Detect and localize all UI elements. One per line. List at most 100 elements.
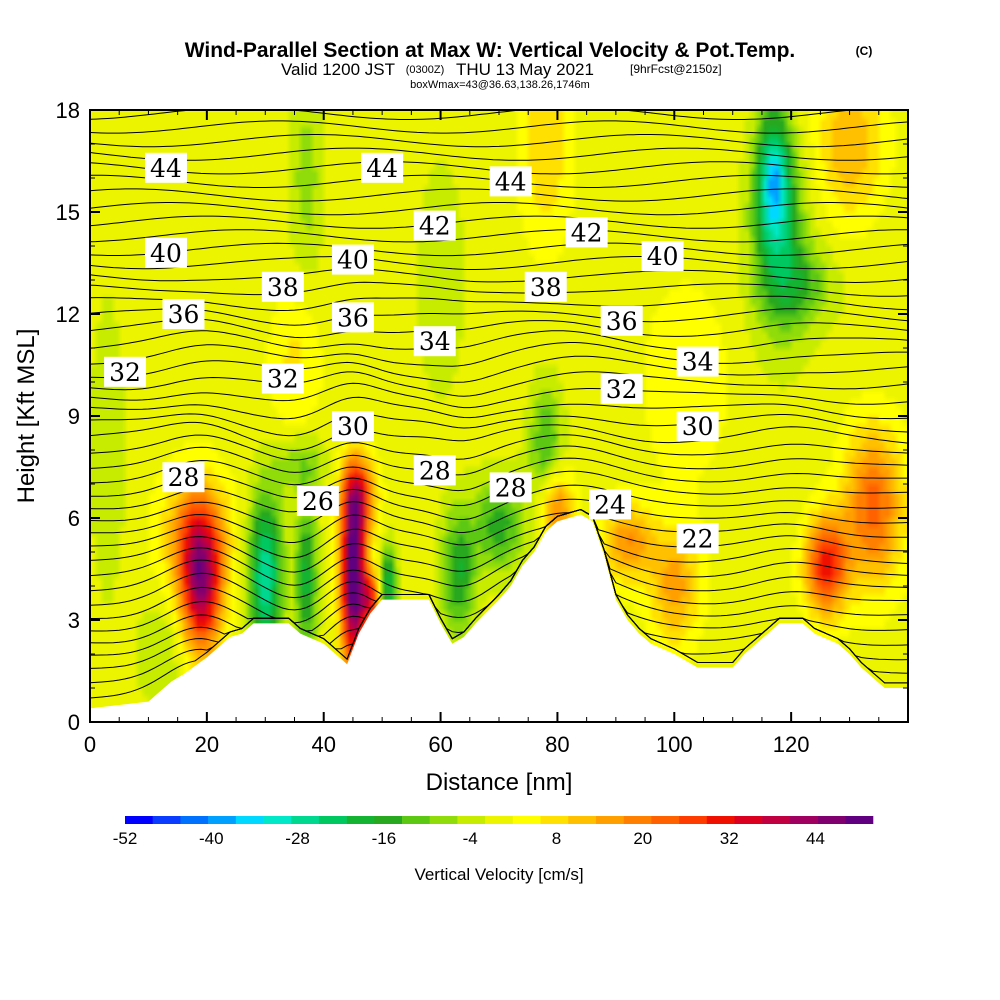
colorbar-tick-label: 20 [633,829,652,848]
colorbar-swatch [235,816,264,824]
isentrope-line [90,202,908,216]
colorbar-swatch [845,816,874,824]
contour-label: 32 [104,356,147,387]
contour-label-text: 42 [419,212,451,241]
x-axis-label: Distance [nm] [426,769,573,796]
contour-label-text: 36 [168,300,200,329]
colorbar-label: Vertical Velocity [cm/s] [414,865,583,884]
isentrope-line [90,134,908,148]
isentrope-line [90,445,908,476]
contour-label-text: 34 [419,327,451,356]
colorbar-swatch [512,816,541,824]
y-tick-label: 0 [68,710,80,735]
y-axis-label: Height [Kft MSL] [13,329,40,504]
contour-label: 28 [162,462,205,493]
isentrope-line [90,318,908,339]
contour-label-text: 26 [302,487,334,516]
isentrope-line [90,242,908,257]
colorbar-swatch [485,816,514,824]
y-tick-label: 3 [68,608,80,633]
contour-label-text: 32 [109,358,141,387]
x-tick-label: 40 [311,732,335,757]
contour-label: 40 [144,237,187,268]
y-tick-label: 18 [56,98,80,123]
colorbar-swatch [457,816,486,824]
contour-label-text: 44 [366,154,398,183]
isentrope-line [90,508,908,587]
contour-label: 42 [565,217,608,248]
isentrope-line [90,508,908,559]
isentrope-line [90,508,908,546]
y-tick-label: 15 [56,200,80,225]
contour-label-text: 30 [337,412,369,441]
copyright-mark: (C) [856,44,873,58]
x-tick-label: 80 [545,732,569,757]
contour-label: 34 [676,346,719,377]
colorbar-swatch [125,816,153,824]
isentrope-line [90,421,908,452]
isentrope-line [90,355,908,383]
isentrope-line [90,342,908,367]
y-tick-label: 12 [56,302,80,327]
terrain-mask [90,514,908,722]
isentrope-line [90,412,908,437]
colorbar-swatch [291,816,320,824]
box-wmax-info: boxWmax=43@36.63,138.26,1746m [410,79,590,91]
isentrope-line [90,508,908,603]
colorbar-swatch [762,816,791,824]
colorbar: -52 -40 -28 -16 -4 8 20 32 44 [113,816,874,848]
contour-label-text: 40 [150,239,182,268]
colorbar-swatch [651,816,680,824]
y-tick-label: 9 [68,404,80,429]
colorbar-swatch [346,816,375,824]
isentrope-line [90,215,908,229]
x-axis-ticks: 0 20 40 60 80 100 120 [84,110,880,757]
x-tick-label: 60 [428,732,452,757]
forecast-tag: [9hrFcst@2150z] [630,62,722,76]
colorbar-tick-label: 32 [720,829,739,848]
contour-label-text: 40 [337,246,369,275]
colorbar-tick-label: -28 [285,829,310,848]
colorbar-swatch [208,816,237,824]
isentrope-line [90,295,908,311]
y-axis-ticks: 0 36 9 12 15 18 [56,98,908,735]
colorbar-swatch [263,816,292,824]
contour-label-text: 42 [571,218,603,247]
isentrope-line [90,434,908,461]
contour-label-text: 30 [682,412,714,441]
valid-prefix: Valid 1200 JST [281,60,395,79]
contour-label-text: 22 [682,524,714,553]
colorbar-swatch [318,816,347,824]
x-tick-label: 0 [84,732,96,757]
colorbar-swatch [402,816,431,824]
colorbar-swatch [374,816,403,824]
isentrope-line [90,256,908,270]
contour-label-text: 28 [495,473,527,502]
contour-label: 30 [331,411,374,442]
isentrope-line [90,281,908,297]
contour-label-text: 40 [647,242,679,271]
contour-label-text: 32 [606,375,638,404]
isentrope-line [90,382,908,409]
colorbar-swatch [789,816,818,824]
colorbar-swatch [817,816,846,824]
contour-label-text: 34 [682,348,714,377]
x-tick-label: 100 [656,732,693,757]
plot-area: 44 44 44 42 42 40 40 40 38 38 36 36 36 34 34 32 32 32 30 30… [89,109,909,723]
contour-label: 32 [261,363,304,394]
colorbar-swatch [706,816,735,824]
contour-label-text: 44 [150,154,182,183]
contour-label: 44 [361,152,404,183]
contour-label: 30 [676,411,719,442]
colorbar-tick-label: -4 [463,829,478,848]
contour-label: 38 [261,271,304,302]
valid-date: THU 13 May 2021 [456,60,594,79]
valid-utc: (0300Z) [406,64,445,76]
isentrope-line [90,147,908,161]
colorbar-tick-label: 44 [806,829,825,848]
contour-label: 44 [489,166,532,197]
isentrope-line [90,308,908,326]
colorbar-swatch [623,816,652,824]
isentrope-line [90,508,908,573]
